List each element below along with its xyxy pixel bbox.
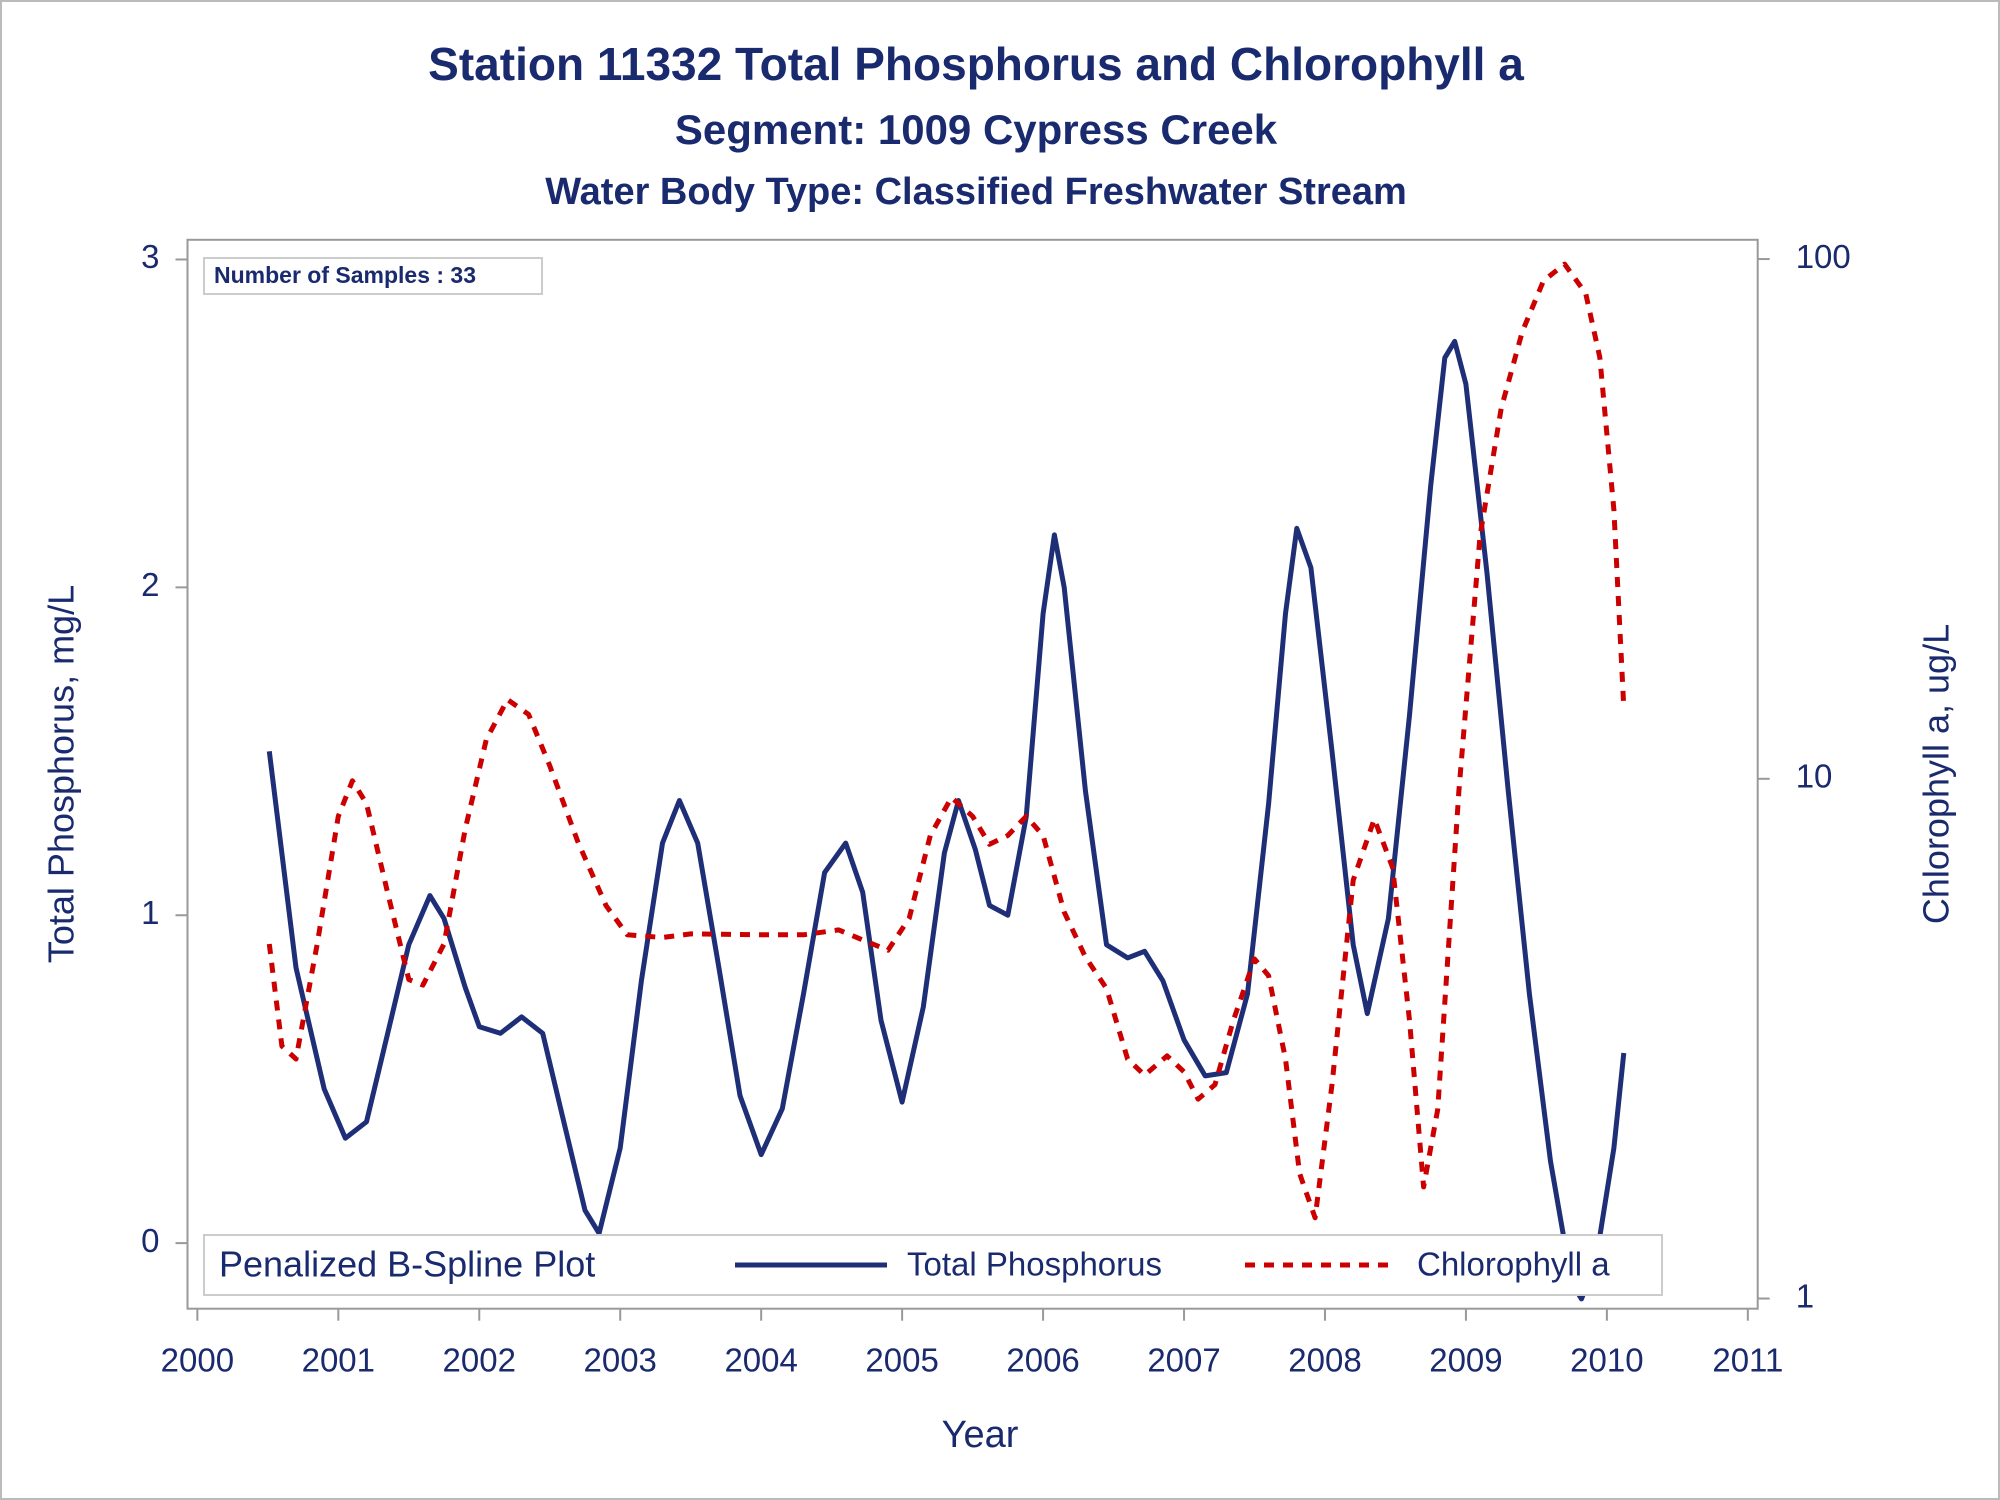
x-tick-label: 2005 [865,1341,938,1378]
x-tick-label: 2010 [1570,1341,1643,1378]
chart-subtitle: Water Body Type: Classified Freshwater S… [545,171,1407,213]
y-tick-label: 1 [141,894,159,931]
y-tick-label: 3 [141,238,159,275]
x-tick-label: 2006 [1006,1341,1079,1378]
x-tick-label: 2009 [1429,1341,1502,1378]
legend-title: Penalized B-Spline Plot [219,1244,595,1285]
y-tick-label: 0 [141,1222,159,1259]
y2-tick-label: 100 [1796,238,1851,275]
chart-title: Station 11332 Total Phosphorus and Chlor… [428,38,1524,90]
legend-label: Total Phosphorus [907,1246,1162,1283]
series-line [266,338,1627,1302]
x-tick-label: 2001 [302,1341,375,1378]
x-tick-label: 2002 [443,1341,516,1378]
y-axis-label: Total Phosphorus, mg/L [41,585,82,963]
x-tick-label: 2011 [1712,1341,1783,1378]
chart-subtitle: Segment: 1009 Cypress Creek [675,106,1278,153]
annotation-box [203,257,543,295]
plot-frame [186,238,1759,1310]
y2-axis-label: Chlorophyll a, ug/L [1916,624,1957,924]
series-line [266,261,1627,1221]
x-tick-label: 2007 [1147,1341,1220,1378]
legend-label: Chlorophyll a [1417,1246,1610,1283]
y-tick-label: 2 [141,566,159,603]
x-tick-label: 2000 [161,1341,234,1378]
legend-box [203,1234,1663,1296]
y2-tick-label: 1 [1796,1277,1814,1314]
x-tick-label: 2004 [724,1341,797,1378]
y2-tick-label: 10 [1796,758,1833,795]
annotation: Number of Samples : 33 [214,262,476,288]
x-axis-label: Year [942,1414,1019,1456]
x-tick-label: 2008 [1288,1341,1361,1378]
x-tick-label: 2003 [584,1341,657,1378]
